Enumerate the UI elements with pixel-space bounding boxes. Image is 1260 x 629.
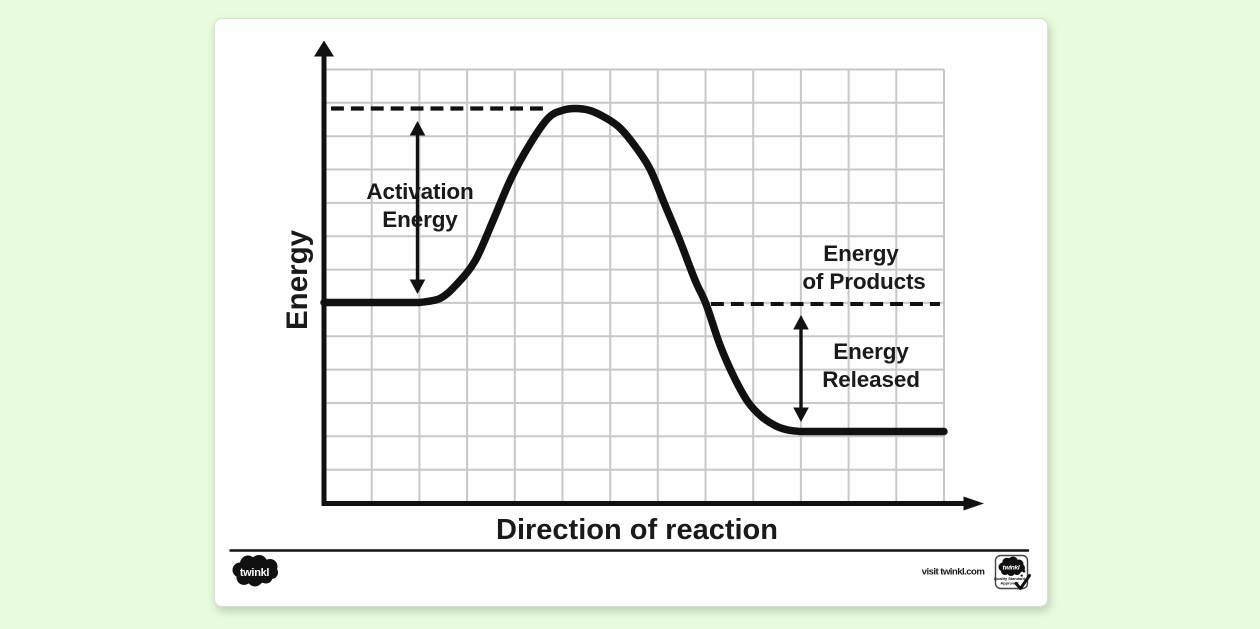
svg-text:of Products: of Products [802, 269, 925, 294]
svg-text:twinkl: twinkl [240, 567, 270, 579]
svg-text:Direction of reaction: Direction of reaction [496, 514, 778, 546]
svg-text:Energy: Energy [833, 339, 909, 364]
svg-text:Approved: Approved [1000, 581, 1019, 586]
svg-text:Quality Standard: Quality Standard [994, 576, 1026, 581]
svg-text:Energy: Energy [382, 207, 458, 232]
svg-text:Energy: Energy [823, 241, 899, 266]
svg-text:visit twinkl.com: visit twinkl.com [922, 566, 985, 577]
svg-text:Energy: Energy [281, 229, 314, 330]
svg-text:Activation: Activation [366, 179, 473, 204]
svg-text:Released: Released [822, 367, 920, 392]
svg-text:twinkl: twinkl [1003, 565, 1020, 572]
